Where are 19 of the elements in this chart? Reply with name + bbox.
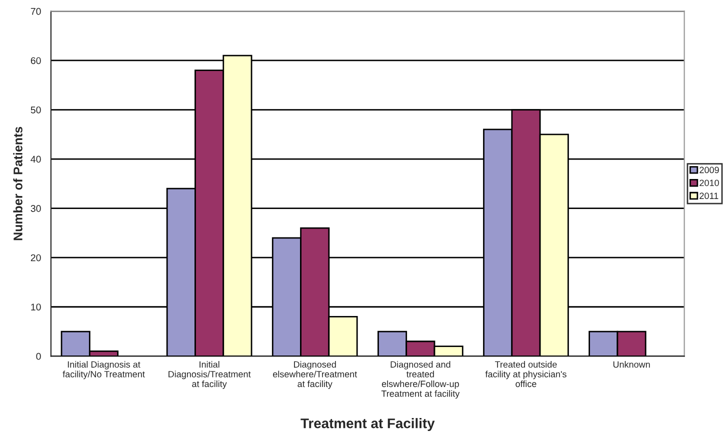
y-tick-label: 70 xyxy=(30,8,41,15)
y-tick-label: 50 xyxy=(30,106,41,114)
x-tick-label: Diagnosed elsewhere/Treatment at facility xyxy=(273,361,358,389)
x-tick-label: Unknown xyxy=(613,361,650,368)
y-tick-label: 10 xyxy=(31,304,41,310)
legend-label: 2009 xyxy=(700,166,719,174)
x-axis-title: Treatment at Facility xyxy=(300,418,435,431)
x-tick-label: Initial Diagnosis at facility/No Treatment xyxy=(62,361,145,380)
legend-label: 2011 xyxy=(700,192,718,200)
y-tick-label: 60 xyxy=(30,57,41,64)
x-tick-label: Diagnosed and treated elswhere/Follow-up Treatment at facility xyxy=(381,361,460,399)
y-tick-label: 40 xyxy=(30,156,41,163)
x-tick-label: Initial Diagnosis/Treatment at facility xyxy=(168,361,251,389)
y-tick-label: 20 xyxy=(30,254,41,262)
x-tick-label: Treated outside facility at physician's office xyxy=(485,361,566,388)
y-tick-label: 30 xyxy=(30,205,41,212)
y-tick-label: 0 xyxy=(36,352,41,360)
y-axis-title: Number of Patients xyxy=(13,126,22,240)
legend-label: 2010 xyxy=(700,180,719,186)
